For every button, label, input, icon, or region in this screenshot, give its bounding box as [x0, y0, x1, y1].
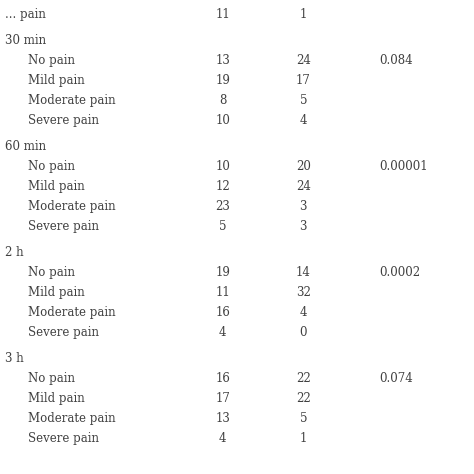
Text: 0: 0	[300, 326, 307, 339]
Text: 3 h: 3 h	[5, 352, 24, 365]
Text: 17: 17	[296, 74, 311, 87]
Text: 5: 5	[300, 412, 307, 425]
Text: Severe pain: Severe pain	[28, 220, 100, 233]
Text: Severe pain: Severe pain	[28, 114, 100, 127]
Text: No pain: No pain	[28, 54, 75, 67]
Text: 16: 16	[215, 306, 230, 319]
Text: No pain: No pain	[28, 160, 75, 173]
Text: 20: 20	[296, 160, 311, 173]
Text: 5: 5	[300, 94, 307, 107]
Text: 0.00001: 0.00001	[379, 160, 428, 173]
Text: 1: 1	[300, 8, 307, 21]
Text: 4: 4	[300, 306, 307, 319]
Text: 24: 24	[296, 54, 311, 67]
Text: 19: 19	[215, 74, 230, 87]
Text: 4: 4	[219, 326, 227, 339]
Text: 11: 11	[215, 8, 230, 21]
Text: 16: 16	[215, 372, 230, 385]
Text: Mild pain: Mild pain	[28, 180, 85, 193]
Text: Moderate pain: Moderate pain	[28, 412, 116, 425]
Text: 11: 11	[215, 286, 230, 299]
Text: 8: 8	[219, 94, 227, 107]
Text: 22: 22	[296, 372, 311, 385]
Text: 13: 13	[215, 412, 230, 425]
Text: 32: 32	[296, 286, 311, 299]
Text: 0.0002: 0.0002	[379, 266, 420, 279]
Text: 23: 23	[215, 200, 230, 213]
Text: 0.074: 0.074	[379, 372, 413, 385]
Text: 10: 10	[215, 160, 230, 173]
Text: 1: 1	[300, 432, 307, 445]
Text: Mild pain: Mild pain	[28, 392, 85, 405]
Text: 3: 3	[300, 220, 307, 233]
Text: 5: 5	[219, 220, 227, 233]
Text: 4: 4	[219, 432, 227, 445]
Text: 30 min: 30 min	[5, 34, 46, 47]
Text: 0.084: 0.084	[379, 54, 413, 67]
Text: 10: 10	[215, 114, 230, 127]
Text: No pain: No pain	[28, 266, 75, 279]
Text: 2 h: 2 h	[5, 246, 23, 259]
Text: 22: 22	[296, 392, 311, 405]
Text: Moderate pain: Moderate pain	[28, 200, 116, 213]
Text: Severe pain: Severe pain	[28, 326, 100, 339]
Text: 13: 13	[215, 54, 230, 67]
Text: 3: 3	[300, 200, 307, 213]
Text: 60 min: 60 min	[5, 140, 46, 153]
Text: 12: 12	[215, 180, 230, 193]
Text: Moderate pain: Moderate pain	[28, 94, 116, 107]
Text: ... pain: ... pain	[5, 8, 46, 21]
Text: Severe pain: Severe pain	[28, 432, 100, 445]
Text: 24: 24	[296, 180, 311, 193]
Text: Mild pain: Mild pain	[28, 286, 85, 299]
Text: No pain: No pain	[28, 372, 75, 385]
Text: 4: 4	[300, 114, 307, 127]
Text: 19: 19	[215, 266, 230, 279]
Text: 17: 17	[215, 392, 230, 405]
Text: Moderate pain: Moderate pain	[28, 306, 116, 319]
Text: 14: 14	[296, 266, 311, 279]
Text: Mild pain: Mild pain	[28, 74, 85, 87]
